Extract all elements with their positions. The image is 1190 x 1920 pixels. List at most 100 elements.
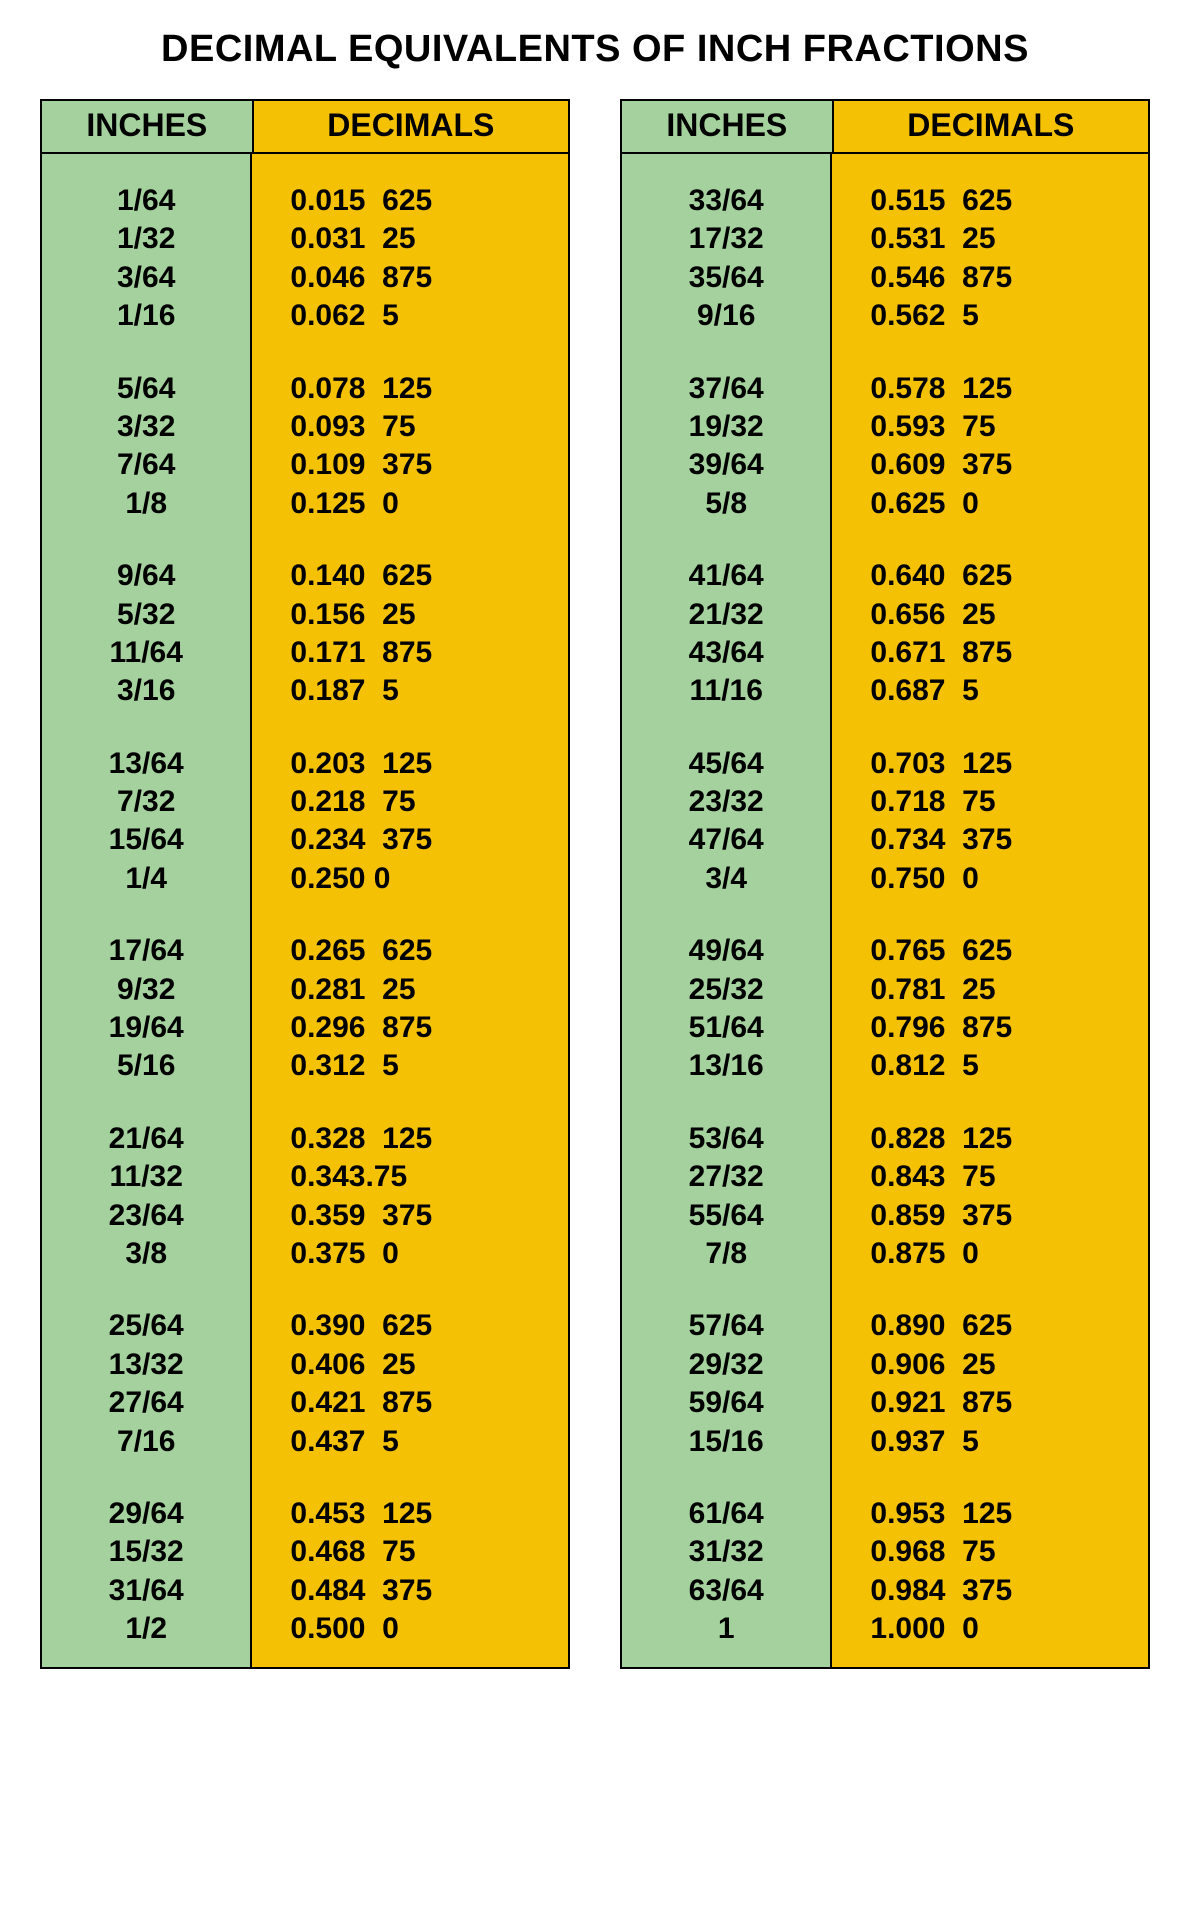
decimal-cell: 0.156 25 (252, 596, 568, 634)
decimal-cell: 0.593 75 (832, 408, 1148, 446)
row-group: 5/643/327/641/8 (42, 370, 250, 524)
row-group: 49/6425/3251/6413/16 (622, 932, 830, 1086)
row-group: 17/649/3219/645/16 (42, 932, 250, 1086)
decimal-cell: 0.859 375 (832, 1197, 1148, 1235)
fraction-cell: 5/64 (42, 370, 250, 408)
decimal-cell: 0.109 375 (252, 446, 568, 484)
col-header-inches: INCHES (622, 101, 834, 152)
decimal-cell: 0.640 625 (832, 557, 1148, 595)
fraction-cell: 57/64 (622, 1307, 830, 1345)
fraction-cell: 33/64 (622, 182, 830, 220)
row-group: 33/6417/3235/649/16 (622, 182, 830, 336)
decimal-cell: 0.437 5 (252, 1423, 568, 1461)
decimal-cell: 0.906 25 (832, 1346, 1148, 1384)
row-group: 41/6421/3243/6411/16 (622, 557, 830, 711)
fraction-cell: 61/64 (622, 1495, 830, 1533)
fraction-cell: 19/32 (622, 408, 830, 446)
decimal-cell: 0.062 5 (252, 297, 568, 335)
decimal-cell: 0.468 75 (252, 1533, 568, 1571)
fraction-cell: 53/64 (622, 1120, 830, 1158)
fraction-cell: 17/64 (42, 932, 250, 970)
row-group: 0.390 6250.406 250.421 8750.437 5 (252, 1307, 568, 1461)
fraction-cell: 1/16 (42, 297, 250, 335)
fraction-cell: 13/64 (42, 745, 250, 783)
fraction-cell: 29/32 (622, 1346, 830, 1384)
decimal-cell: 0.937 5 (832, 1423, 1148, 1461)
fraction-cell: 1 (622, 1610, 830, 1648)
page-title: DECIMAL EQUIVALENTS OF INCH FRACTIONS (40, 28, 1150, 71)
row-group: 57/6429/3259/6415/16 (622, 1307, 830, 1461)
fraction-cell: 49/64 (622, 932, 830, 970)
inches-column: 33/6417/3235/649/1637/6419/3239/645/841/… (622, 154, 832, 1667)
decimal-cell: 0.453 125 (252, 1495, 568, 1533)
fraction-cell: 1/32 (42, 220, 250, 258)
fraction-cell: 13/32 (42, 1346, 250, 1384)
row-group: 0.078 1250.093 750.109 3750.125 0 (252, 370, 568, 524)
decimal-cell: 0.703 125 (832, 745, 1148, 783)
decimal-cell: 0.484 375 (252, 1572, 568, 1610)
page: DECIMAL EQUIVALENTS OF INCH FRACTIONS IN… (0, 0, 1190, 1920)
fraction-cell: 27/64 (42, 1384, 250, 1422)
fraction-cell: 63/64 (622, 1572, 830, 1610)
row-group: 21/6411/3223/643/8 (42, 1120, 250, 1274)
decimal-cell: 0.125 0 (252, 485, 568, 523)
row-group: 0.953 1250.968 750.984 3751.000 0 (832, 1495, 1148, 1649)
fraction-cell: 3/16 (42, 672, 250, 710)
decimal-cell: 0.843 75 (832, 1158, 1148, 1196)
fraction-cell: 19/64 (42, 1009, 250, 1047)
decimals-column: 0.015 6250.031 250.046 8750.062 5 0.078 1… (252, 154, 568, 1667)
fraction-cell: 9/16 (622, 297, 830, 335)
decimal-cell: 0.343.75 (252, 1158, 568, 1196)
decimal-cell: 0.250 0 (252, 860, 568, 898)
decimal-cell: 0.421 875 (252, 1384, 568, 1422)
fraction-cell: 47/64 (622, 821, 830, 859)
fraction-cell: 7/8 (622, 1235, 830, 1273)
row-group: 0.703 1250.718 750.734 3750.750 0 (832, 745, 1148, 899)
fraction-cell: 35/64 (622, 259, 830, 297)
fraction-cell: 59/64 (622, 1384, 830, 1422)
decimal-cell: 0.578 125 (832, 370, 1148, 408)
fraction-cell: 7/16 (42, 1423, 250, 1461)
row-group: 13/647/3215/641/4 (42, 745, 250, 899)
row-group: 0.515 6250.531 250.546 8750.562 5 (832, 182, 1148, 336)
fraction-cell: 3/64 (42, 259, 250, 297)
decimal-cell: 0.515 625 (832, 182, 1148, 220)
decimal-cell: 0.781 25 (832, 971, 1148, 1009)
fraction-cell: 37/64 (622, 370, 830, 408)
decimal-cell: 0.625 0 (832, 485, 1148, 523)
decimal-cell: 0.562 5 (832, 297, 1148, 335)
decimal-cell: 0.953 125 (832, 1495, 1148, 1533)
row-group: 0.015 6250.031 250.046 8750.062 5 (252, 182, 568, 336)
row-group: 0.328 1250.343.750.359 3750.375 0 (252, 1120, 568, 1274)
decimal-cell: 0.375 0 (252, 1235, 568, 1273)
fraction-cell: 11/16 (622, 672, 830, 710)
decimal-cell: 0.828 125 (832, 1120, 1148, 1158)
row-group: 0.265 6250.281 250.296 8750.312 5 (252, 932, 568, 1086)
fraction-cell: 45/64 (622, 745, 830, 783)
conversion-table-left: INCHES DECIMALS 1/641/323/641/16 5/643/32… (40, 99, 570, 1669)
fraction-cell: 43/64 (622, 634, 830, 672)
table-header: INCHES DECIMALS (42, 101, 568, 154)
conversion-table-right: INCHES DECIMALS 33/6417/3235/649/16 37/64… (620, 99, 1150, 1669)
fraction-cell: 21/32 (622, 596, 830, 634)
row-group: 0.203 1250.218 750.234 3750.250 0 (252, 745, 568, 899)
fraction-cell: 15/32 (42, 1533, 250, 1571)
decimal-cell: 0.093 75 (252, 408, 568, 446)
decimal-cell: 0.359 375 (252, 1197, 568, 1235)
decimal-cell: 0.281 25 (252, 971, 568, 1009)
decimal-cell: 0.140 625 (252, 557, 568, 595)
decimal-cell: 0.765 625 (832, 932, 1148, 970)
tables-row: INCHES DECIMALS 1/641/323/641/16 5/643/32… (40, 99, 1150, 1669)
fraction-cell: 39/64 (622, 446, 830, 484)
fraction-cell: 21/64 (42, 1120, 250, 1158)
decimal-cell: 0.312 5 (252, 1047, 568, 1085)
fraction-cell: 31/32 (622, 1533, 830, 1571)
decimal-cell: 0.968 75 (832, 1533, 1148, 1571)
decimal-cell: 0.687 5 (832, 672, 1148, 710)
decimal-cell: 0.265 625 (252, 932, 568, 970)
fraction-cell: 51/64 (622, 1009, 830, 1047)
col-header-decimals: DECIMALS (834, 101, 1148, 152)
fraction-cell: 9/64 (42, 557, 250, 595)
fraction-cell: 1/64 (42, 182, 250, 220)
decimal-cell: 1.000 0 (832, 1610, 1148, 1648)
